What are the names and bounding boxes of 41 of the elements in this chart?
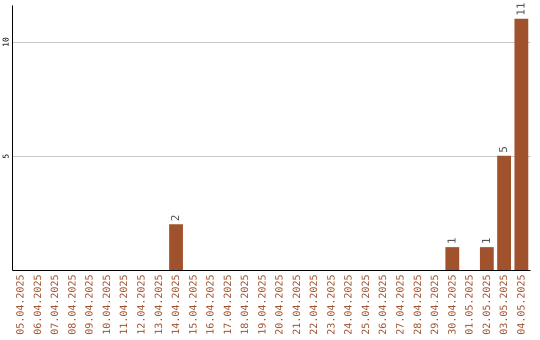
bar xyxy=(514,18,528,270)
x-tick-label: 29.04.2025 xyxy=(430,274,442,335)
x-tick-label: 03.05.2025 xyxy=(499,274,510,335)
data-label: 1 xyxy=(480,238,493,244)
data-label: 5 xyxy=(497,146,510,153)
x-tick-label: 17.04.2025 xyxy=(222,274,234,335)
x-tick-label: 27.04.2025 xyxy=(396,274,406,335)
x-tick-label: 06.04.2025 xyxy=(32,274,44,335)
bar xyxy=(480,247,494,270)
x-tick-label: 07.04.2025 xyxy=(50,274,62,335)
x-tick-label: 22.04.2025 xyxy=(309,274,320,335)
data-label: 11 xyxy=(514,2,528,16)
bar xyxy=(497,156,512,270)
x-tick-label: 05.04.2025 xyxy=(16,274,27,335)
x-tick-label: 14.04.2025 xyxy=(171,274,182,335)
x-tick-label: 13.04.2025 xyxy=(154,274,165,335)
bar xyxy=(445,247,460,270)
x-tick-label: 04.05.2025 xyxy=(516,274,528,335)
x-tick-label: 10.04.2025 xyxy=(102,274,113,335)
x-tick-label: 28.04.2025 xyxy=(412,274,424,335)
data-label: 1 xyxy=(445,238,458,244)
x-tick-label: 11.04.2025 xyxy=(119,274,130,335)
x-tick-label: 26.04.2025 xyxy=(378,274,390,335)
data-label: 2 xyxy=(169,214,182,222)
x-tick-label: 16.04.2025 xyxy=(206,274,217,335)
x-tick-label: 21.04.2025 xyxy=(292,274,303,335)
x-tick-label: 25.04.2025 xyxy=(360,274,372,335)
x-tick-label: 30.04.2025 xyxy=(447,274,458,335)
x-tick-label: 15.04.2025 xyxy=(188,274,200,335)
x-tick-label: 12.04.2025 xyxy=(136,274,148,335)
x-tick-label: 18.04.2025 xyxy=(240,274,252,335)
x-tick-label: 09.04.2025 xyxy=(84,274,96,335)
x-tick-label: 23.04.2025 xyxy=(326,274,338,335)
x-tick-label: 20.04.2025 xyxy=(274,274,286,335)
y-tick-label: 10 xyxy=(2,37,10,47)
x-tick-label: 08.04.2025 xyxy=(67,274,78,335)
x-tick-label: 01.05.2025 xyxy=(464,274,476,335)
x-tick-label: 02.05.2025 xyxy=(482,274,493,335)
x-tick-label: 24.04.2025 xyxy=(344,274,355,335)
bar xyxy=(169,224,183,270)
x-tick-label: 19.04.2025 xyxy=(257,274,268,335)
